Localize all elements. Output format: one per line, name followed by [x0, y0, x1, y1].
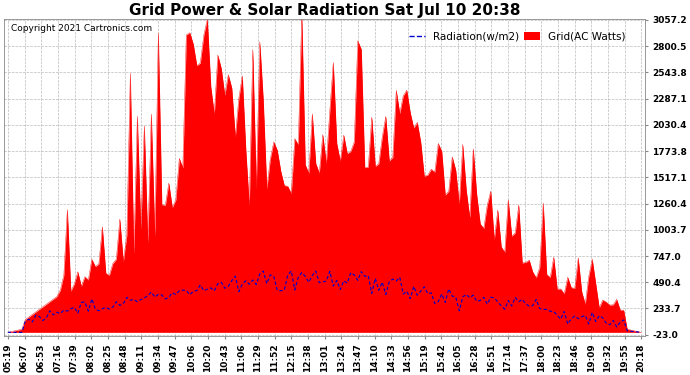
Text: Copyright 2021 Cartronics.com: Copyright 2021 Cartronics.com [11, 24, 152, 33]
Legend: Radiation(w/m2), Grid(AC Watts): Radiation(w/m2), Grid(AC Watts) [405, 27, 630, 46]
Title: Grid Power & Solar Radiation Sat Jul 10 20:38: Grid Power & Solar Radiation Sat Jul 10 … [129, 3, 520, 18]
